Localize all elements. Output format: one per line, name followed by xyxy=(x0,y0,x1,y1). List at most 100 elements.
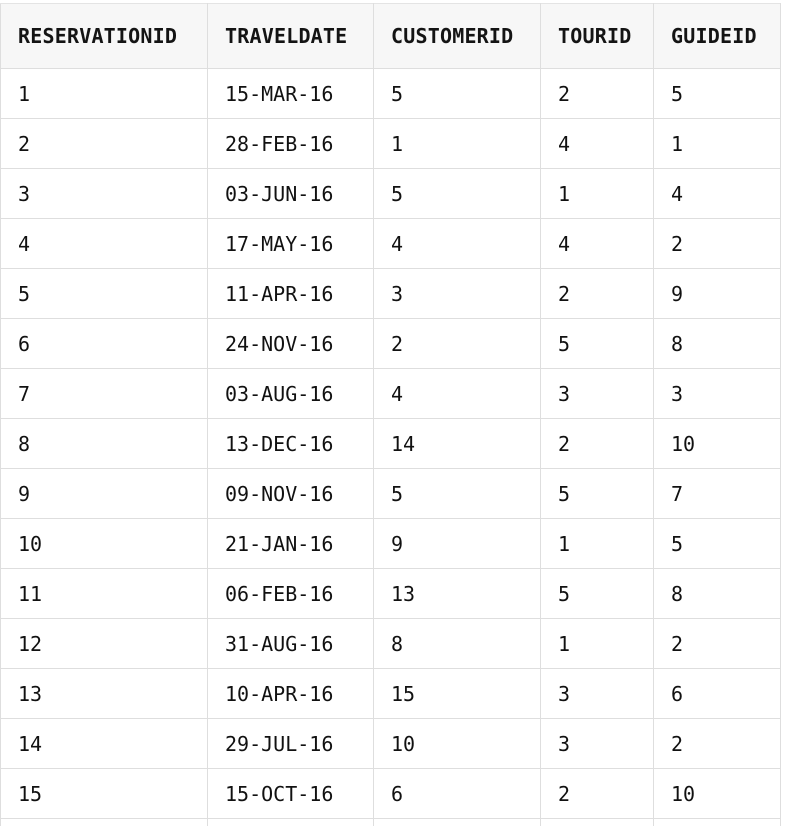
table-row[interactable]: 13 10-APR-16 15 3 6 xyxy=(0,668,781,719)
table-row[interactable]: 1 15-MAR-16 5 2 5 xyxy=(0,68,781,119)
cell-traveldate[interactable]: 21-JAN-16 xyxy=(207,518,374,569)
cell-reservationid[interactable]: 9 xyxy=(0,468,208,519)
cell-guideid[interactable]: 10 xyxy=(653,768,781,819)
table-row[interactable]: 9 09-NOV-16 5 5 7 xyxy=(0,468,781,519)
cell-traveldate[interactable]: 13-DEC-16 xyxy=(207,418,374,469)
cell-customerid[interactable]: 2 xyxy=(373,318,541,369)
cell-reservationid[interactable]: 11 xyxy=(0,568,208,619)
cell-traveldate[interactable]: 29-JUL-16 xyxy=(207,718,374,769)
cell-traveldate[interactable]: 06-FEB-16 xyxy=(207,568,374,619)
cell-tourid[interactable]: 3 xyxy=(540,668,654,719)
cell-reservationid[interactable]: 3 xyxy=(0,168,208,219)
cell-traveldate[interactable]: 10-APR-16 xyxy=(207,668,374,719)
cell-traveldate[interactable]: 11-APR-16 xyxy=(207,268,374,319)
cell-customerid[interactable]: 6 xyxy=(373,768,541,819)
table-row[interactable]: 2 28-FEB-16 1 4 1 xyxy=(0,118,781,169)
cell-traveldate[interactable] xyxy=(207,818,374,826)
table-row[interactable]: 12 31-AUG-16 8 1 2 xyxy=(0,618,781,669)
column-header-traveldate[interactable]: TRAVELDATE xyxy=(207,3,374,69)
cell-guideid[interactable]: 8 xyxy=(653,318,781,369)
cell-guideid[interactable]: 2 xyxy=(653,618,781,669)
table-row[interactable]: 5 11-APR-16 3 2 9 xyxy=(0,268,781,319)
cell-customerid[interactable]: 5 xyxy=(373,468,541,519)
cell-tourid[interactable]: 3 xyxy=(540,718,654,769)
table-row[interactable]: 15 15-OCT-16 6 2 10 xyxy=(0,768,781,819)
cell-tourid[interactable]: 4 xyxy=(540,118,654,169)
cell-customerid[interactable]: 10 xyxy=(373,718,541,769)
column-header-customerid[interactable]: CUSTOMERID xyxy=(373,3,541,69)
cell-customerid[interactable]: 4 xyxy=(373,218,541,269)
cell-customerid[interactable]: 5 xyxy=(373,68,541,119)
table-row[interactable]: 8 13-DEC-16 14 2 10 xyxy=(0,418,781,469)
cell-reservationid[interactable]: 6 xyxy=(0,318,208,369)
cell-traveldate[interactable]: 31-AUG-16 xyxy=(207,618,374,669)
cell-tourid[interactable]: 1 xyxy=(540,518,654,569)
cell-guideid[interactable]: 8 xyxy=(653,568,781,619)
cell-guideid[interactable] xyxy=(653,818,781,826)
cell-reservationid[interactable]: 7 xyxy=(0,368,208,419)
cell-traveldate[interactable]: 15-MAR-16 xyxy=(207,68,374,119)
cell-tourid[interactable]: 2 xyxy=(540,268,654,319)
cell-guideid[interactable]: 9 xyxy=(653,268,781,319)
cell-customerid[interactable]: 8 xyxy=(373,618,541,669)
cell-customerid[interactable]: 4 xyxy=(373,368,541,419)
cell-tourid[interactable]: 1 xyxy=(540,618,654,669)
table-row[interactable]: 10 21-JAN-16 9 1 5 xyxy=(0,518,781,569)
cell-reservationid[interactable] xyxy=(0,818,208,826)
cell-tourid[interactable]: 4 xyxy=(540,218,654,269)
cell-customerid[interactable]: 13 xyxy=(373,568,541,619)
cell-reservationid[interactable]: 14 xyxy=(0,718,208,769)
cell-customerid[interactable] xyxy=(373,818,541,826)
cell-traveldate[interactable]: 28-FEB-16 xyxy=(207,118,374,169)
cell-reservationid[interactable]: 12 xyxy=(0,618,208,669)
cell-tourid[interactable]: 3 xyxy=(540,368,654,419)
cell-customerid[interactable]: 9 xyxy=(373,518,541,569)
cell-guideid[interactable]: 2 xyxy=(653,218,781,269)
cell-guideid[interactable]: 4 xyxy=(653,168,781,219)
cell-guideid[interactable]: 6 xyxy=(653,668,781,719)
cell-customerid[interactable]: 5 xyxy=(373,168,541,219)
cell-customerid[interactable]: 15 xyxy=(373,668,541,719)
cell-customerid[interactable]: 3 xyxy=(373,268,541,319)
cell-traveldate[interactable]: 03-AUG-16 xyxy=(207,368,374,419)
cell-guideid[interactable]: 5 xyxy=(653,68,781,119)
cell-guideid[interactable]: 7 xyxy=(653,468,781,519)
cell-tourid[interactable]: 5 xyxy=(540,568,654,619)
cell-traveldate[interactable]: 24-NOV-16 xyxy=(207,318,374,369)
table-row[interactable]: 3 03-JUN-16 5 1 4 xyxy=(0,168,781,219)
cell-reservationid[interactable]: 5 xyxy=(0,268,208,319)
cell-guideid[interactable]: 1 xyxy=(653,118,781,169)
table-row[interactable]: 7 03-AUG-16 4 3 3 xyxy=(0,368,781,419)
cell-reservationid[interactable]: 2 xyxy=(0,118,208,169)
cell-tourid[interactable] xyxy=(540,818,654,826)
cell-tourid[interactable]: 2 xyxy=(540,68,654,119)
table-row[interactable]: 14 29-JUL-16 10 3 2 xyxy=(0,718,781,769)
cell-reservationid[interactable]: 13 xyxy=(0,668,208,719)
cell-customerid[interactable]: 1 xyxy=(373,118,541,169)
cell-tourid[interactable]: 2 xyxy=(540,768,654,819)
cell-traveldate[interactable]: 17-MAY-16 xyxy=(207,218,374,269)
cell-reservationid[interactable]: 1 xyxy=(0,68,208,119)
cell-tourid[interactable]: 2 xyxy=(540,418,654,469)
cell-guideid[interactable]: 5 xyxy=(653,518,781,569)
table-row[interactable]: 4 17-MAY-16 4 4 2 xyxy=(0,218,781,269)
cell-guideid[interactable]: 3 xyxy=(653,368,781,419)
column-header-guideid[interactable]: GUIDEID xyxy=(653,3,781,69)
cell-guideid[interactable]: 2 xyxy=(653,718,781,769)
cell-reservationid[interactable]: 15 xyxy=(0,768,208,819)
cell-reservationid[interactable]: 4 xyxy=(0,218,208,269)
cell-traveldate[interactable]: 15-OCT-16 xyxy=(207,768,374,819)
cell-tourid[interactable]: 5 xyxy=(540,468,654,519)
column-header-reservationid[interactable]: RESERVATIONID xyxy=(0,3,208,69)
cell-traveldate[interactable]: 03-JUN-16 xyxy=(207,168,374,219)
cell-traveldate[interactable]: 09-NOV-16 xyxy=(207,468,374,519)
cell-reservationid[interactable]: 8 xyxy=(0,418,208,469)
cell-guideid[interactable]: 10 xyxy=(653,418,781,469)
table-row[interactable] xyxy=(0,818,781,826)
cell-customerid[interactable]: 14 xyxy=(373,418,541,469)
column-header-tourid[interactable]: TOURID xyxy=(540,3,654,69)
table-row[interactable]: 11 06-FEB-16 13 5 8 xyxy=(0,568,781,619)
cell-tourid[interactable]: 1 xyxy=(540,168,654,219)
table-row[interactable]: 6 24-NOV-16 2 5 8 xyxy=(0,318,781,369)
cell-tourid[interactable]: 5 xyxy=(540,318,654,369)
